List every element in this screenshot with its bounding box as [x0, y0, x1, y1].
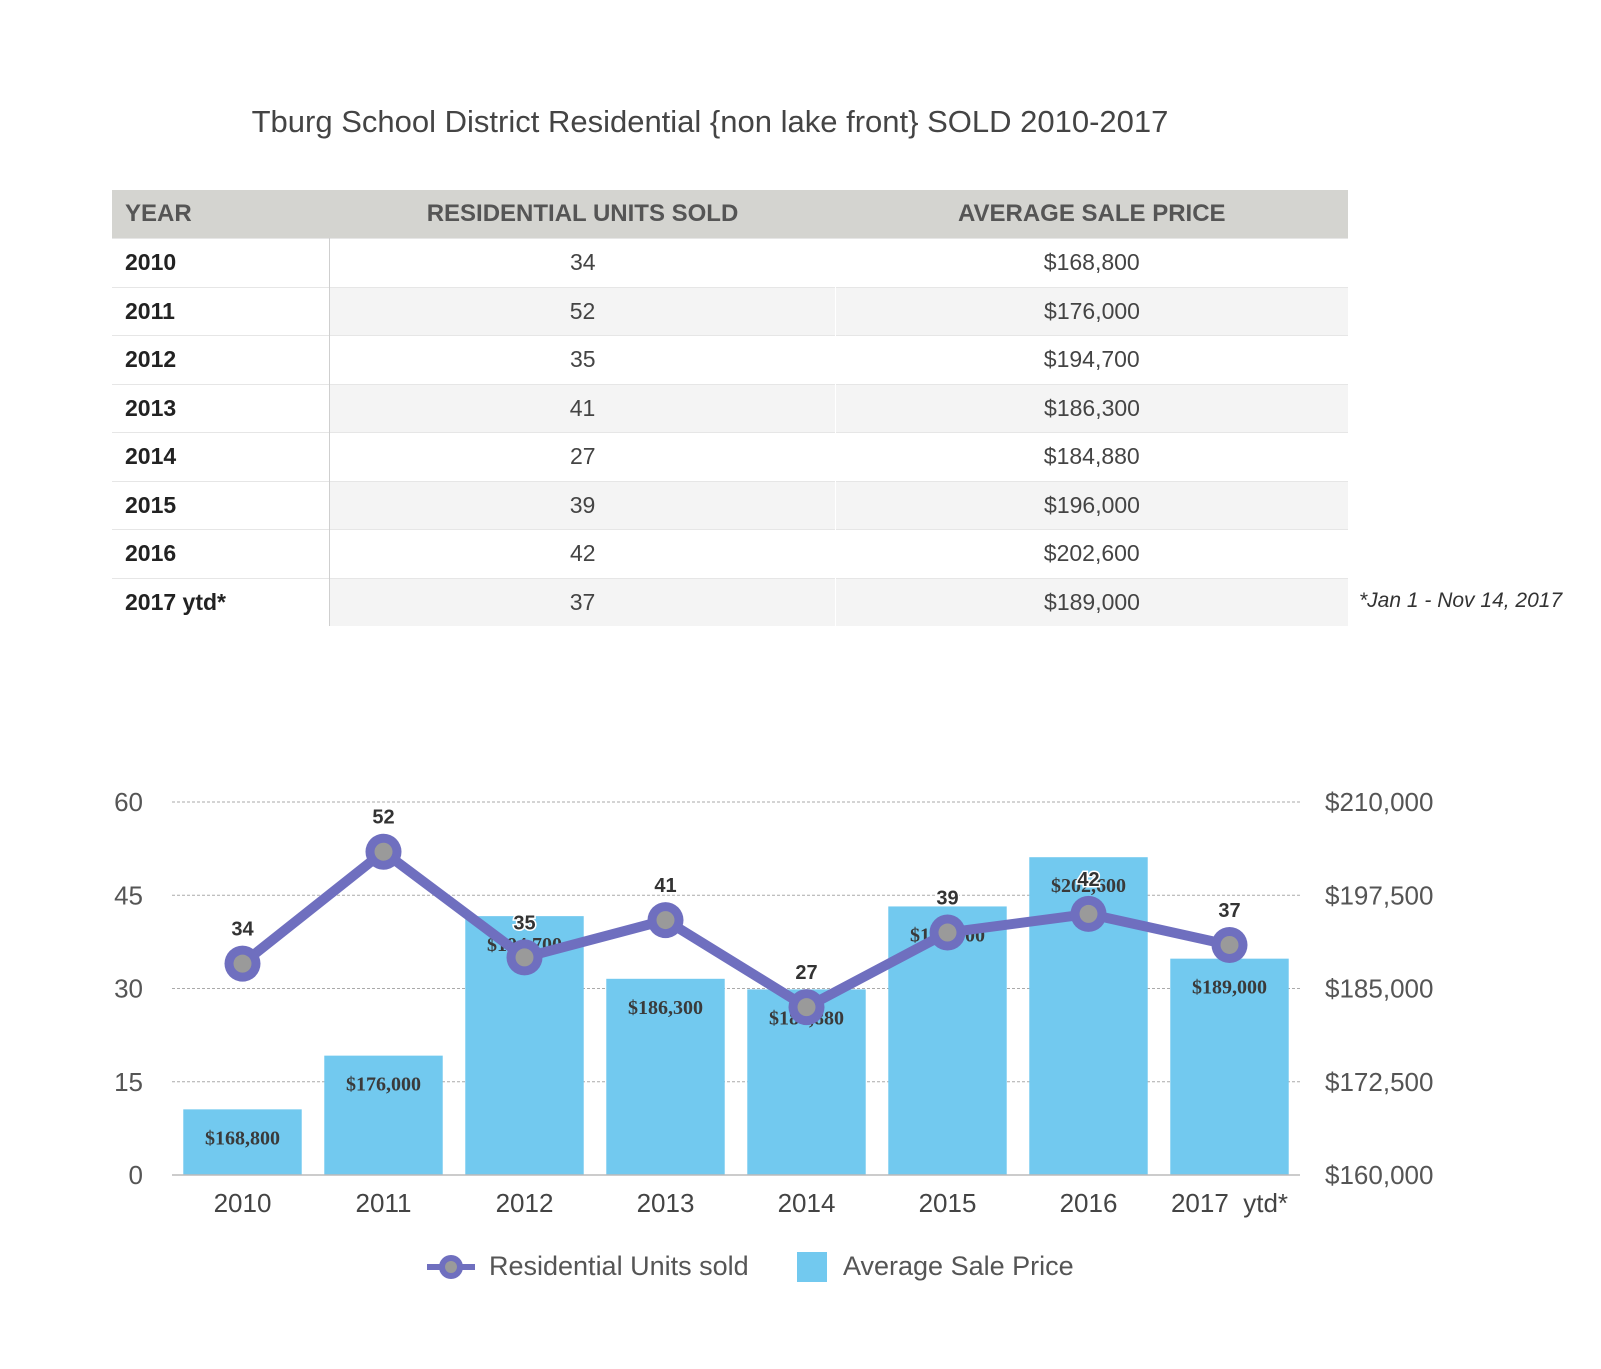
- x-axis-tick-label: 2017 ytd*: [1171, 1188, 1288, 1218]
- units-marker-center: [515, 948, 534, 967]
- cell-price: $176,000: [835, 286, 1348, 336]
- units-value-label: 34: [231, 919, 254, 941]
- table-row: 2012 35 $194,700: [112, 335, 1348, 384]
- table-row: 2017 ytd* 37 $189,000: [112, 577, 1348, 626]
- units-value-label: 39: [936, 888, 958, 910]
- sales-table: YEAR RESIDENTIAL UNITS SOLD AVERAGE SALE…: [112, 190, 1348, 626]
- units-line: [237, 846, 1235, 1013]
- units-value-label: 42: [1077, 869, 1099, 891]
- left-axis-tick-label: 15: [114, 1067, 143, 1097]
- header-year: YEAR: [112, 190, 330, 239]
- cell-units: 41: [329, 383, 836, 433]
- cell-year: 2015: [112, 480, 330, 530]
- legend-item-price: Average Sale Price: [797, 1251, 1074, 1282]
- table-header-row: YEAR RESIDENTIAL UNITS SOLD AVERAGE SALE…: [112, 190, 1348, 239]
- cell-price: $168,800: [835, 238, 1348, 287]
- right-axis-tick-label: $197,500: [1325, 880, 1433, 910]
- units-value-label: 35: [513, 912, 535, 934]
- right-axis-tick-label: $172,500: [1325, 1067, 1433, 1097]
- cell-units: 37: [329, 577, 836, 626]
- cell-year: 2016: [112, 529, 330, 578]
- left-axis-tick-label: 45: [114, 880, 143, 910]
- legend-bar-swatch-icon: [797, 1251, 827, 1282]
- left-axis-tick-label: 60: [114, 787, 143, 817]
- cell-units: 39: [329, 480, 836, 530]
- cell-units: 34: [329, 238, 836, 287]
- cell-price: $194,700: [835, 335, 1348, 384]
- bar: [183, 1109, 302, 1175]
- units-marker-center: [233, 954, 252, 973]
- x-axis-tick-label: 2012: [496, 1188, 554, 1218]
- cell-price: $202,600: [835, 529, 1348, 578]
- cell-price: $196,000: [835, 480, 1348, 530]
- left-axis-tick-label: 30: [114, 974, 143, 1004]
- cell-year: 2017 ytd*: [112, 577, 330, 626]
- units-value-label: 37: [1218, 900, 1240, 922]
- units-marker-center: [374, 842, 393, 861]
- table-row: 2010 34 $168,800: [112, 238, 1348, 287]
- units-marker-center: [938, 923, 957, 942]
- bar: [606, 978, 725, 1175]
- cell-year: 2010: [112, 238, 330, 287]
- cell-units: 27: [329, 432, 836, 481]
- cell-year: 2014: [112, 432, 330, 481]
- cell-units: 52: [329, 286, 836, 336]
- units-marker-center: [656, 911, 675, 930]
- x-axis-tick-label: 2010: [214, 1188, 272, 1218]
- left-axis-tick-label: 0: [129, 1160, 143, 1190]
- footnote: *Jan 1 - Nov 14, 2017: [1359, 589, 1563, 612]
- bar-value-label: $202,600: [1051, 875, 1126, 897]
- bar-value-label: $168,800: [205, 1127, 280, 1149]
- cell-price: $186,300: [835, 383, 1348, 433]
- legend-line-marker-icon: [427, 1252, 475, 1282]
- right-axis-tick-label: $210,000: [1325, 787, 1433, 817]
- cell-price: $189,000: [835, 577, 1348, 626]
- table-row: 2013 41 $186,300: [112, 383, 1348, 433]
- legend-label-price: Average Sale Price: [843, 1251, 1074, 1281]
- x-axis-tick-label: 2011: [356, 1188, 412, 1218]
- x-axis-tick-label: 2014: [778, 1188, 836, 1218]
- units-marker-center: [797, 998, 816, 1017]
- units-marker-center: [1079, 904, 1098, 923]
- units-marker-center: [1220, 935, 1239, 954]
- right-axis-tick-label: $160,000: [1325, 1160, 1433, 1190]
- bar: [1170, 958, 1289, 1175]
- table-row: 2011 52 $176,000: [112, 286, 1348, 336]
- page-title: Tburg School District Residential {non l…: [251, 104, 1169, 139]
- table-row: 2015 39 $196,000: [112, 480, 1348, 530]
- cell-year: 2012: [112, 335, 330, 384]
- cell-year: 2013: [112, 383, 330, 433]
- bar-value-label: $186,300: [628, 997, 703, 1019]
- table-row: 2016 42 $202,600: [112, 529, 1348, 578]
- legend-item-units: Residential Units sold: [427, 1251, 749, 1282]
- cell-units: 42: [329, 529, 836, 578]
- bar-value-label: $189,000: [1192, 977, 1267, 999]
- cell-year: 2011: [112, 286, 330, 336]
- header-price: AVERAGE SALE PRICE: [835, 190, 1348, 239]
- units-value-label: 27: [795, 962, 817, 984]
- header-units: RESIDENTIAL UNITS SOLD: [329, 190, 836, 239]
- chart-legend: Residential Units sold Average Sale Pric…: [0, 1251, 1601, 1291]
- x-axis-tick-label: 2015: [919, 1188, 977, 1218]
- table-row: 2014 27 $184,880: [112, 432, 1348, 481]
- legend-label-units: Residential Units sold: [489, 1251, 749, 1281]
- units-value-label: 41: [654, 875, 676, 897]
- bar: [324, 1055, 443, 1175]
- cell-price: $184,880: [835, 432, 1348, 481]
- x-axis-tick-label: 2016: [1060, 1188, 1118, 1218]
- right-axis-tick-label: $185,000: [1325, 974, 1433, 1004]
- bar-value-label: $176,000: [346, 1074, 421, 1096]
- units-value-label: 52: [372, 807, 394, 829]
- cell-units: 35: [329, 335, 836, 384]
- x-axis-tick-label: 2013: [637, 1188, 695, 1218]
